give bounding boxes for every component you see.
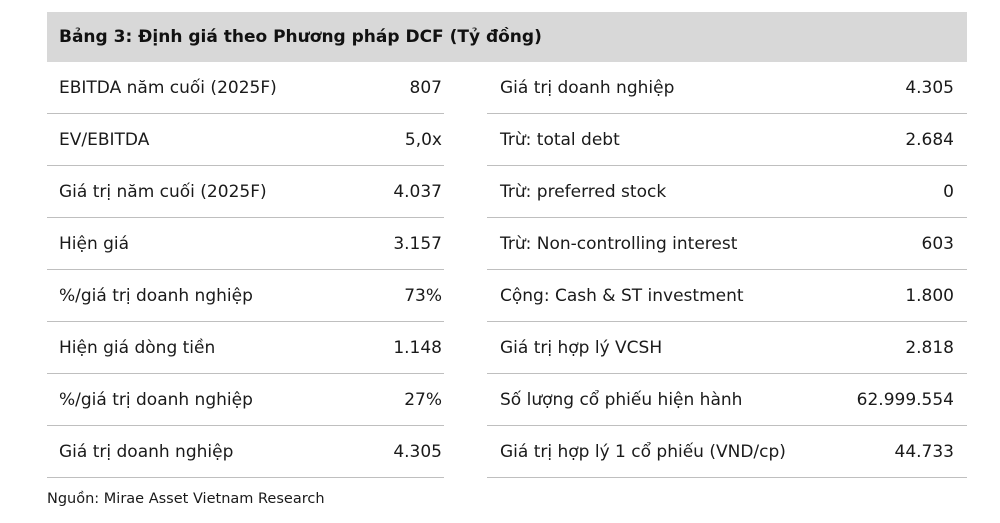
row-value: 62.999.554 — [856, 389, 954, 410]
row-value: 27% — [404, 389, 442, 410]
table-row: EBITDA năm cuối (2025F) 807 — [47, 62, 444, 114]
dcf-valuation-table: Bảng 3: Định giá theo Phương pháp DCF (T… — [47, 12, 967, 478]
row-value: 44.733 — [894, 441, 954, 462]
row-value: 807 — [409, 77, 442, 98]
table-row: %/giá trị doanh nghiệp 73% — [47, 270, 444, 322]
right-column: Giá trị doanh nghiệp 4.305 Trừ: total de… — [487, 62, 967, 478]
table-row: %/giá trị doanh nghiệp 27% — [47, 374, 444, 426]
row-value: 3.157 — [393, 233, 442, 254]
table-row: Giá trị năm cuối (2025F) 4.037 — [47, 166, 444, 218]
table-row: Hiện giá dòng tiền 1.148 — [47, 322, 444, 374]
row-label: Giá trị hợp lý VCSH — [500, 337, 663, 358]
row-label: Cộng: Cash & ST investment — [500, 285, 744, 306]
table-row: Số lượng cổ phiếu hiện hành 62.999.554 — [487, 374, 967, 426]
table-row: Hiện giá 3.157 — [47, 218, 444, 270]
table-row: Giá trị doanh nghiệp 4.305 — [487, 62, 967, 114]
row-label: Hiện giá dòng tiền — [59, 337, 216, 358]
row-label: Giá trị doanh nghiệp — [500, 77, 675, 98]
table-row: Cộng: Cash & ST investment 1.800 — [487, 270, 967, 322]
row-label: Trừ: total debt — [500, 129, 620, 150]
source-note: Nguồn: Mirae Asset Vietnam Research — [47, 491, 325, 507]
row-value: 4.037 — [393, 181, 442, 202]
row-value: 5,0x — [404, 129, 442, 150]
row-value: 2.684 — [905, 129, 954, 150]
table-row: Giá trị hợp lý 1 cổ phiếu (VND/cp) 44.73… — [487, 426, 967, 478]
table-row: EV/EBITDA 5,0x — [47, 114, 444, 166]
row-value: 4.305 — [393, 441, 442, 462]
table-title: Bảng 3: Định giá theo Phương pháp DCF (T… — [47, 12, 967, 62]
row-label: Trừ: Non-controlling interest — [500, 233, 738, 254]
row-value: 73% — [404, 285, 442, 306]
row-value: 603 — [921, 233, 954, 254]
table-row: Trừ: preferred stock 0 — [487, 166, 967, 218]
table-row: Giá trị hợp lý VCSH 2.818 — [487, 322, 967, 374]
table-row: Trừ: Non-controlling interest 603 — [487, 218, 967, 270]
row-label: %/giá trị doanh nghiệp — [59, 285, 253, 306]
row-value: 1.148 — [393, 337, 442, 358]
row-label: Giá trị doanh nghiệp — [59, 441, 234, 462]
row-label: Hiện giá — [59, 233, 130, 254]
table-row: Trừ: total debt 2.684 — [487, 114, 967, 166]
table-body: EBITDA năm cuối (2025F) 807 EV/EBITDA 5,… — [47, 62, 967, 478]
row-label: Giá trị hợp lý 1 cổ phiếu (VND/cp) — [500, 441, 786, 462]
row-label: Trừ: preferred stock — [500, 181, 667, 202]
row-value: 1.800 — [905, 285, 954, 306]
row-value: 2.818 — [905, 337, 954, 358]
row-label: Số lượng cổ phiếu hiện hành — [500, 389, 743, 410]
row-label: EBITDA năm cuối (2025F) — [59, 77, 277, 98]
row-label: EV/EBITDA — [59, 129, 150, 150]
row-value: 4.305 — [905, 77, 954, 98]
row-label: %/giá trị doanh nghiệp — [59, 389, 253, 410]
row-label: Giá trị năm cuối (2025F) — [59, 181, 267, 202]
left-column: EBITDA năm cuối (2025F) 807 EV/EBITDA 5,… — [47, 62, 444, 478]
table-row: Giá trị doanh nghiệp 4.305 — [47, 426, 444, 478]
row-value: 0 — [943, 181, 954, 202]
